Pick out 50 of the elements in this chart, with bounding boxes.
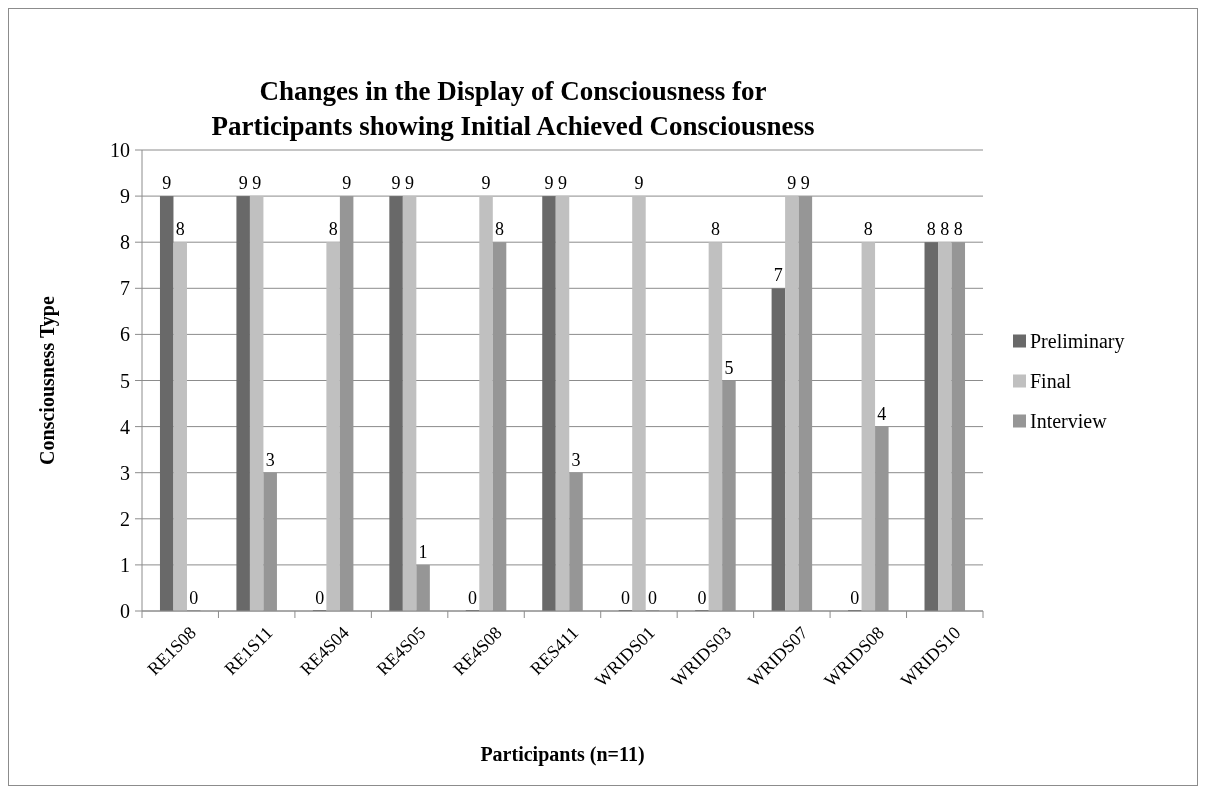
data-label: 4: [877, 403, 887, 424]
data-label: 9: [405, 173, 415, 194]
data-label: 9: [162, 173, 172, 194]
y-tick-label: 9: [120, 185, 130, 208]
data-label: 9: [481, 173, 491, 194]
data-label: 0: [189, 588, 199, 608]
data-label: 9: [558, 173, 567, 194]
data-label: 0: [647, 588, 657, 608]
data-label: 9: [544, 173, 554, 194]
y-tick-label: 4: [120, 415, 130, 438]
data-label: 9: [787, 173, 797, 194]
data-label: 9: [342, 173, 352, 194]
data-label: 5: [724, 357, 734, 378]
data-label: 8: [863, 219, 873, 240]
data-label: 3: [265, 449, 275, 470]
y-tick-label: 10: [110, 139, 130, 161]
y-tick-label: 1: [120, 553, 130, 576]
data-label: 9: [238, 173, 248, 194]
data-label: 8: [940, 219, 950, 240]
x-axis-title: Participants (n=11): [480, 743, 645, 766]
y-tick-label: 5: [120, 369, 130, 392]
data-label: 7: [773, 265, 783, 286]
legend-label: Interview: [1030, 409, 1108, 432]
data-label: 9: [252, 173, 262, 194]
data-label: 9: [800, 173, 810, 194]
data-label: 0: [620, 588, 630, 608]
data-label: 0: [697, 588, 707, 608]
data-label: 8: [328, 219, 338, 240]
y-axis-title: Consciousness Type: [36, 296, 59, 465]
y-tick-label: 8: [120, 231, 130, 254]
y-tick-label: 2: [120, 507, 130, 530]
y-tick-label: 0: [120, 600, 130, 622]
y-tick-label: 7: [120, 277, 130, 300]
data-label: 9: [634, 173, 644, 194]
chart-title: Changes in the Display of Consciousness for Participants showing Initial Achieved Consciousness: [211, 76, 815, 141]
data-label: 1: [418, 541, 428, 562]
data-label: 8: [710, 219, 720, 240]
data-label: 0: [468, 588, 478, 608]
data-label: 8: [495, 219, 505, 240]
data-label: 8: [953, 219, 963, 240]
y-tick-label: 6: [120, 323, 130, 346]
legend-label: Preliminary: [1030, 329, 1125, 353]
data-label: 8: [926, 219, 936, 240]
data-label: 3: [571, 449, 581, 470]
data-label: 0: [315, 588, 325, 608]
y-tick-label: 3: [120, 461, 130, 484]
data-label: 0: [850, 588, 860, 608]
data-label: 8: [175, 219, 185, 240]
data-label: 9: [391, 173, 401, 194]
legend-label: Final: [1030, 369, 1072, 392]
